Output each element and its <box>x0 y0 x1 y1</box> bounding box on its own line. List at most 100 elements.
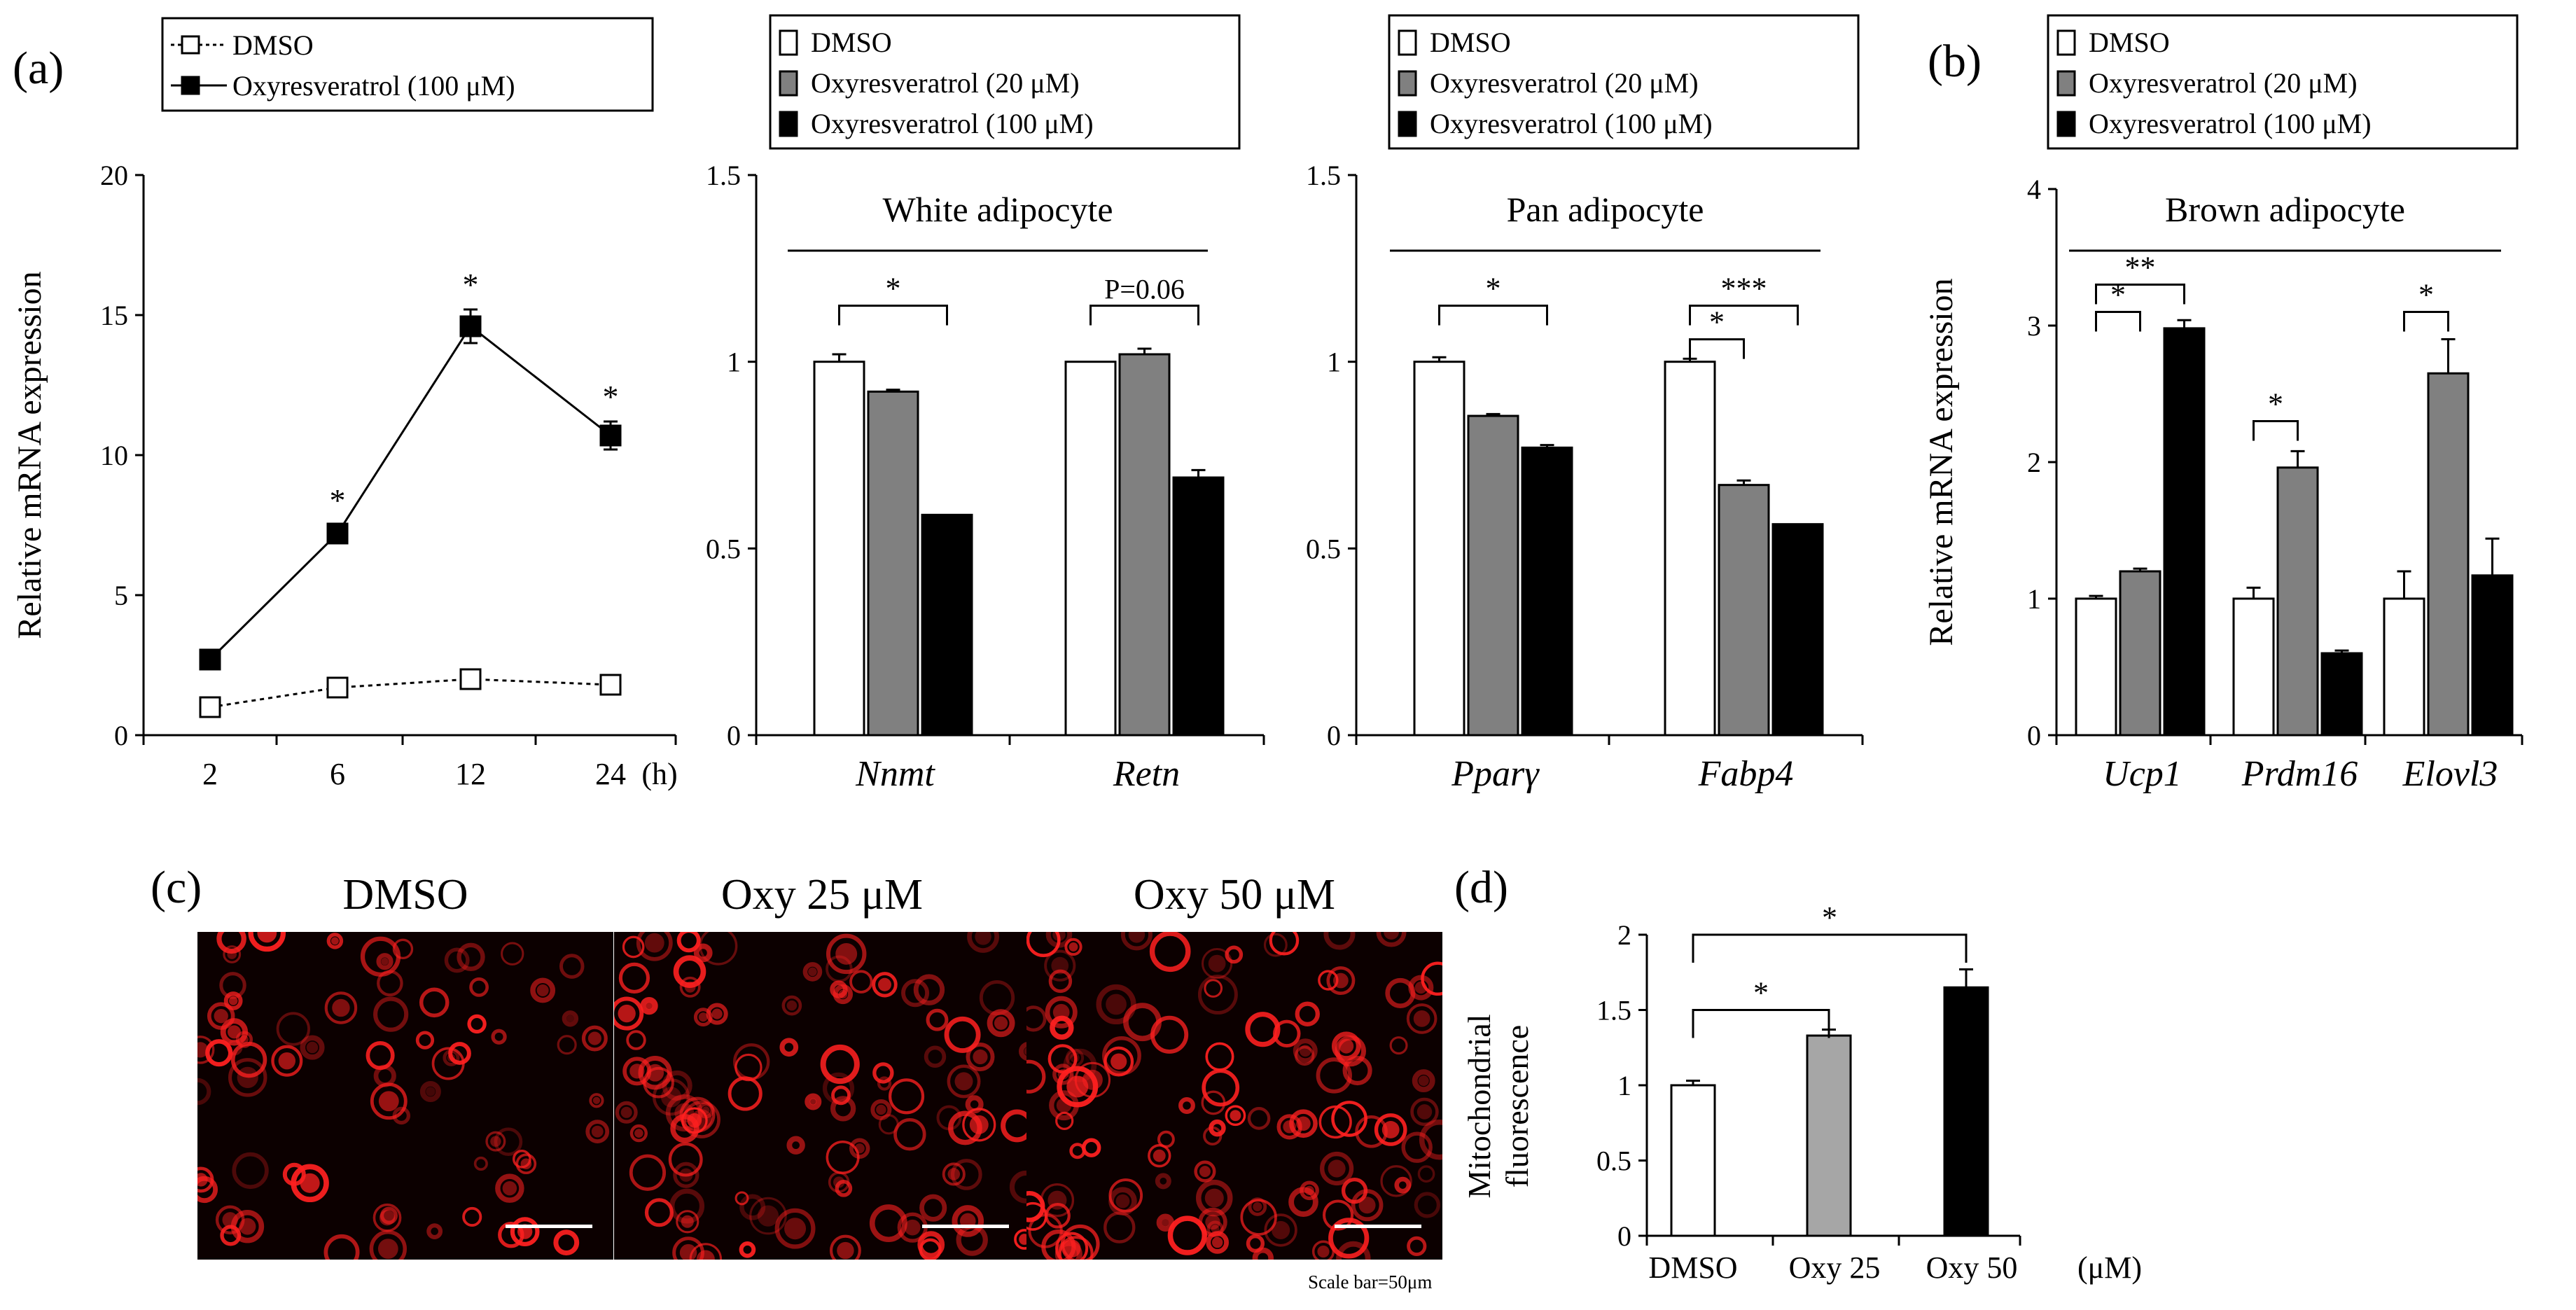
cell-ring <box>1240 1199 1277 1236</box>
cell-body <box>1062 1239 1081 1258</box>
cell-ring <box>1026 932 1061 957</box>
cell-ring <box>1326 966 1356 996</box>
cell-body <box>1304 1185 1314 1196</box>
cell-ring <box>323 1234 360 1260</box>
cell-body <box>240 1035 249 1044</box>
cell-ring <box>326 933 344 949</box>
pan-significance: * <box>1709 305 1725 340</box>
brown-significance: ** <box>2125 251 2156 285</box>
cell-ring <box>271 1045 303 1077</box>
cell-body <box>711 1008 723 1019</box>
timecourse-y-tick-label: 5 <box>114 580 128 611</box>
cell-ring <box>376 953 394 970</box>
cell-ring <box>924 1045 947 1068</box>
cell-ring <box>1245 1012 1281 1047</box>
cell-body <box>426 1087 436 1096</box>
cell-ring <box>1322 1199 1354 1231</box>
cell-ring <box>618 962 650 994</box>
cell-body <box>809 1098 817 1106</box>
brown-bar <box>2276 466 2319 737</box>
brown-y-tick-label: 4 <box>2027 174 2041 205</box>
cell-ring <box>510 1217 540 1247</box>
cell-ring <box>967 932 1000 953</box>
pan-y-tick-label: 1 <box>1327 347 1341 378</box>
cell-ring <box>948 1110 982 1145</box>
cell-ring <box>683 1101 720 1138</box>
cell-ring <box>1069 1143 1086 1159</box>
cell-body <box>1328 1159 1346 1178</box>
white-bar <box>1118 353 1171 737</box>
cell-ring <box>419 987 450 1018</box>
cell-body <box>679 1168 693 1182</box>
panel-label-c: (c) <box>151 862 202 913</box>
cell-ring <box>248 932 286 952</box>
cell-ring <box>872 1062 894 1084</box>
cell-ring <box>697 1101 714 1119</box>
cell-ring <box>849 1138 870 1159</box>
mito-y-label-line2: fluorescence <box>1499 1025 1535 1187</box>
cell-ring <box>1252 1247 1274 1260</box>
cell-body <box>954 1072 973 1091</box>
cell-ring <box>370 1082 408 1120</box>
white-bar <box>1064 361 1117 737</box>
cell-ring <box>1204 979 1223 998</box>
brown-legend-entry: Oxyresveratrol (20 μM) <box>2089 67 2358 99</box>
white-bar <box>813 361 865 737</box>
cell-ring <box>1048 969 1073 994</box>
cell-body <box>239 1218 256 1235</box>
cell-ring <box>734 1191 749 1206</box>
cell-ring <box>1295 1001 1320 1026</box>
timecourse-point <box>599 674 622 696</box>
cell-ring <box>1157 1130 1175 1148</box>
brown-significance: * <box>2268 387 2283 421</box>
cell-ring <box>779 1038 799 1057</box>
cell-ring <box>1247 1107 1271 1130</box>
timecourse-y-tick-label: 20 <box>100 160 128 191</box>
cell-ring <box>419 1081 441 1103</box>
brown-bracket <box>2095 311 2141 332</box>
cell-ring <box>498 1221 524 1248</box>
timecourse-point <box>459 315 482 337</box>
cell-body <box>644 933 664 953</box>
cell-body <box>1051 956 1069 975</box>
cell-ring <box>205 1039 233 1067</box>
cell-ring <box>1014 1229 1030 1250</box>
cell-ring <box>1055 1232 1089 1260</box>
cell-ring <box>1410 1097 1439 1127</box>
brown-bar <box>2383 597 2425 737</box>
brown-bar <box>2119 570 2161 737</box>
cell-ring <box>802 962 823 982</box>
cell-ring <box>1376 932 1407 947</box>
cell-ring <box>901 979 930 1008</box>
brown-y-tick-label: 2 <box>2027 447 2041 478</box>
cell-body <box>591 1125 604 1138</box>
brown-bracket <box>2095 284 2185 305</box>
white-legend-entry: Oxyresveratrol (100 μM) <box>811 108 1094 139</box>
cell-body <box>278 1052 296 1070</box>
mito-significance: * <box>1822 900 1837 935</box>
cell-ring <box>1419 1119 1442 1160</box>
brown-bar <box>2471 574 2514 737</box>
cell-ring <box>1103 1211 1136 1243</box>
cell-body <box>1066 1075 1089 1098</box>
cell-ring <box>917 1231 945 1259</box>
cell-ring <box>643 1066 674 1099</box>
cell-ring <box>668 1142 703 1177</box>
cell-ring <box>230 1210 265 1243</box>
cell-ring <box>1406 1003 1437 1034</box>
cell-ring <box>826 1140 860 1175</box>
cell-body <box>1057 1068 1068 1080</box>
cell-ring <box>673 1162 699 1188</box>
white-bracket <box>1089 305 1199 326</box>
cell-body <box>1416 1104 1433 1120</box>
white-y-tick-label: 1 <box>727 347 741 378</box>
cell-ring <box>589 1093 604 1108</box>
cell-ring <box>944 1016 981 1053</box>
cell-ring <box>629 1154 667 1191</box>
cell-ring <box>693 943 713 963</box>
timecourse-point <box>199 696 221 718</box>
cell-ring <box>1316 1057 1352 1094</box>
cell-body <box>854 1143 865 1154</box>
cell-ring <box>282 1162 306 1186</box>
cell-body <box>629 1064 645 1079</box>
